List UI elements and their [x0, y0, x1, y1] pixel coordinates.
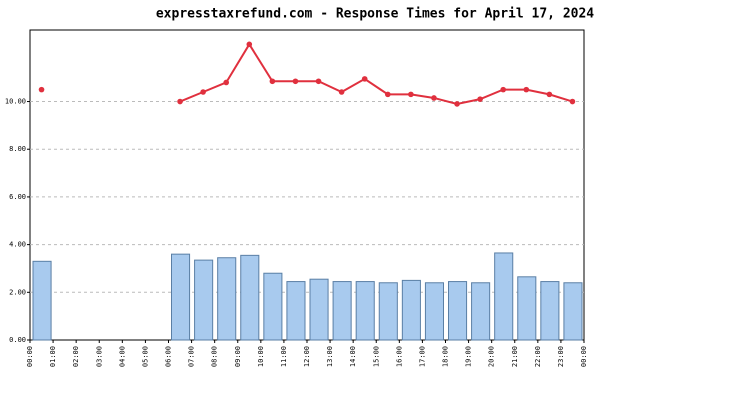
point	[431, 95, 437, 101]
point	[477, 96, 483, 102]
x-tick-label: 01:00	[49, 346, 57, 367]
point	[361, 76, 368, 82]
chart-title: expresstaxrefund.com - Response Times fo…	[156, 7, 594, 22]
point	[292, 78, 299, 85]
x-tick-label: 00:00	[580, 346, 588, 367]
x-tick-label: 10:00	[257, 346, 265, 367]
bar	[517, 276, 537, 341]
bar	[378, 282, 398, 341]
x-tick-label: 17:00	[418, 346, 426, 367]
point	[338, 89, 345, 95]
bar	[32, 260, 52, 341]
x-tick-label: 15:00	[372, 346, 380, 367]
x-tick-label: 13:00	[326, 346, 334, 367]
x-tick-label: 12:00	[303, 346, 311, 367]
bar	[355, 281, 375, 341]
point	[246, 41, 253, 48]
x-tick-label: 11:00	[280, 346, 288, 367]
x-tick-label: 16:00	[395, 346, 403, 367]
bar	[171, 253, 191, 341]
x-tick-label: 08:00	[211, 346, 219, 367]
point	[177, 98, 183, 105]
y-tick-label: 10.00	[5, 98, 26, 106]
x-tick-label: 22:00	[534, 346, 542, 367]
point	[500, 86, 507, 93]
y-tick-label: 8.00	[9, 145, 26, 153]
x-tick-label: 23:00	[557, 346, 565, 367]
x-tick-label: 05:00	[141, 346, 149, 367]
point	[569, 98, 576, 105]
y-tick-label: 6.00	[9, 193, 26, 201]
bar	[424, 282, 444, 341]
x-tick-label: 19:00	[465, 346, 473, 367]
y-tick-label: 2.00	[9, 288, 26, 296]
x-tick-label: 07:00	[188, 346, 196, 367]
x-tick-label: 00:00	[26, 346, 34, 367]
point	[384, 91, 391, 98]
point	[546, 91, 553, 98]
bar	[471, 282, 491, 341]
bar	[194, 259, 214, 341]
bar	[240, 254, 260, 341]
bar	[563, 282, 583, 341]
bar	[217, 257, 237, 341]
x-tick-label: 20:00	[488, 346, 496, 367]
bar	[286, 281, 306, 341]
bar	[448, 281, 468, 341]
point	[38, 86, 45, 93]
x-tick-label: 18:00	[442, 346, 450, 367]
point	[408, 91, 414, 98]
x-tick-label: 04:00	[118, 346, 126, 367]
bar	[540, 281, 560, 341]
point	[200, 89, 206, 95]
bar	[401, 279, 421, 341]
point	[454, 101, 460, 107]
bar	[263, 272, 283, 341]
x-tick-label: 21:00	[511, 346, 519, 367]
point	[523, 86, 530, 93]
bar	[332, 281, 352, 341]
x-tick-label: 14:00	[349, 346, 357, 367]
point	[223, 79, 230, 86]
x-tick-label: 03:00	[95, 346, 103, 367]
x-tick-label: 06:00	[165, 346, 173, 367]
x-tick-label: 02:00	[72, 346, 80, 367]
y-tick-label: 4.00	[9, 241, 26, 249]
x-tick-label: 09:00	[234, 346, 242, 367]
point	[269, 78, 276, 85]
bar	[494, 252, 514, 341]
bar	[309, 278, 329, 341]
y-tick-label: 0.00	[9, 336, 26, 344]
point	[315, 78, 322, 85]
line	[179, 42, 573, 105]
